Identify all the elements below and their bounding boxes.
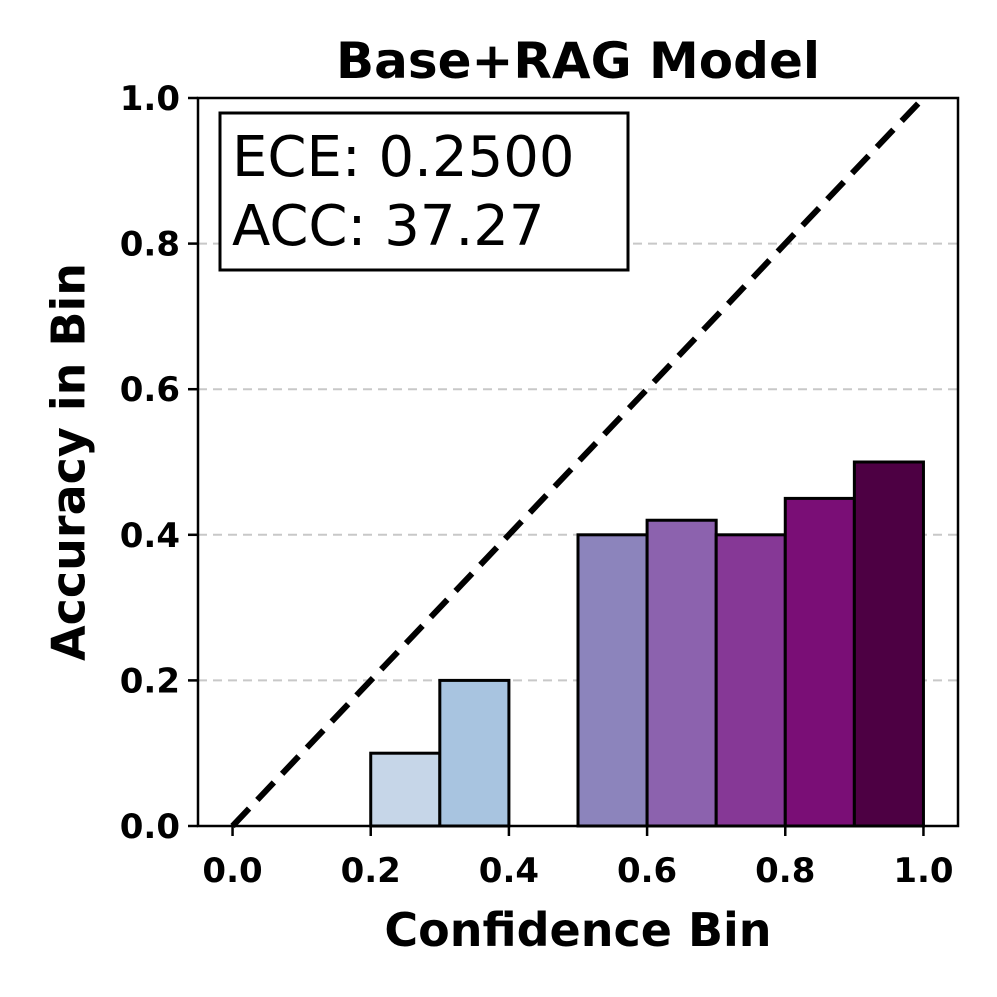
x-tick-label-2: 0.4 — [479, 851, 539, 891]
y-tick-label-5: 1.0 — [120, 79, 180, 119]
plot-frame — [196, 96, 960, 828]
bar-4 — [714, 533, 787, 828]
y-tick-label-0: 0.0 — [120, 807, 180, 847]
bar-6 — [852, 460, 925, 828]
bar-0 — [369, 751, 442, 828]
y-tick-label-2: 0.4 — [120, 516, 180, 556]
bars — [369, 460, 925, 828]
metrics-annotation: ECE: 0.2500 ACC: 37.27 — [218, 111, 630, 272]
perfect-calibration-line — [230, 95, 926, 829]
y-axis-label: Accuracy in Bin — [42, 263, 96, 661]
x-tick-label-3: 0.6 — [617, 851, 677, 891]
chart-title: Base+RAG Model — [336, 32, 820, 90]
bar-5 — [783, 496, 856, 828]
axis-ticks: 0.0 0.2 0.4 0.6 0.8 1.0 0.0 0.2 0.4 0.6 0.8 1.0 — [120, 79, 954, 891]
x-tick-label-0: 0.0 — [202, 851, 262, 891]
bar-3 — [645, 518, 718, 828]
x-tick-label-4: 0.8 — [755, 851, 815, 891]
x-axis-label: Confidence Bin — [384, 903, 771, 957]
ece-text: ECE: 0.2500 — [232, 125, 574, 190]
y-tick-label-4: 0.8 — [120, 225, 180, 265]
acc-text: ACC: 37.27 — [232, 194, 545, 259]
x-tick-label-1: 0.2 — [341, 851, 401, 891]
y-tick-label-1: 0.2 — [120, 661, 180, 701]
x-tick-label-5: 1.0 — [893, 851, 953, 891]
bar-2 — [576, 533, 649, 828]
y-tick-label-3: 0.6 — [120, 370, 180, 410]
annotation-box — [218, 111, 630, 272]
bar-1 — [438, 678, 511, 828]
